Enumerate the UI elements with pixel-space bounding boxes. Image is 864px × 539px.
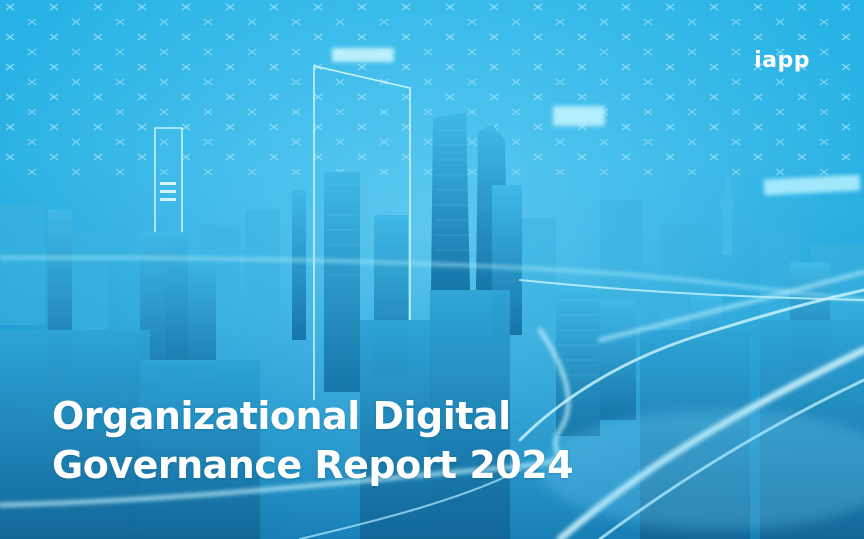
iapp-logo: iapp <box>754 48 810 73</box>
report-title-line-2: Governance Report 2024 <box>52 443 574 487</box>
report-title-line-1: Organizational Digital <box>52 394 511 438</box>
report-title: Organizational Digital Governance Report… <box>52 392 574 490</box>
